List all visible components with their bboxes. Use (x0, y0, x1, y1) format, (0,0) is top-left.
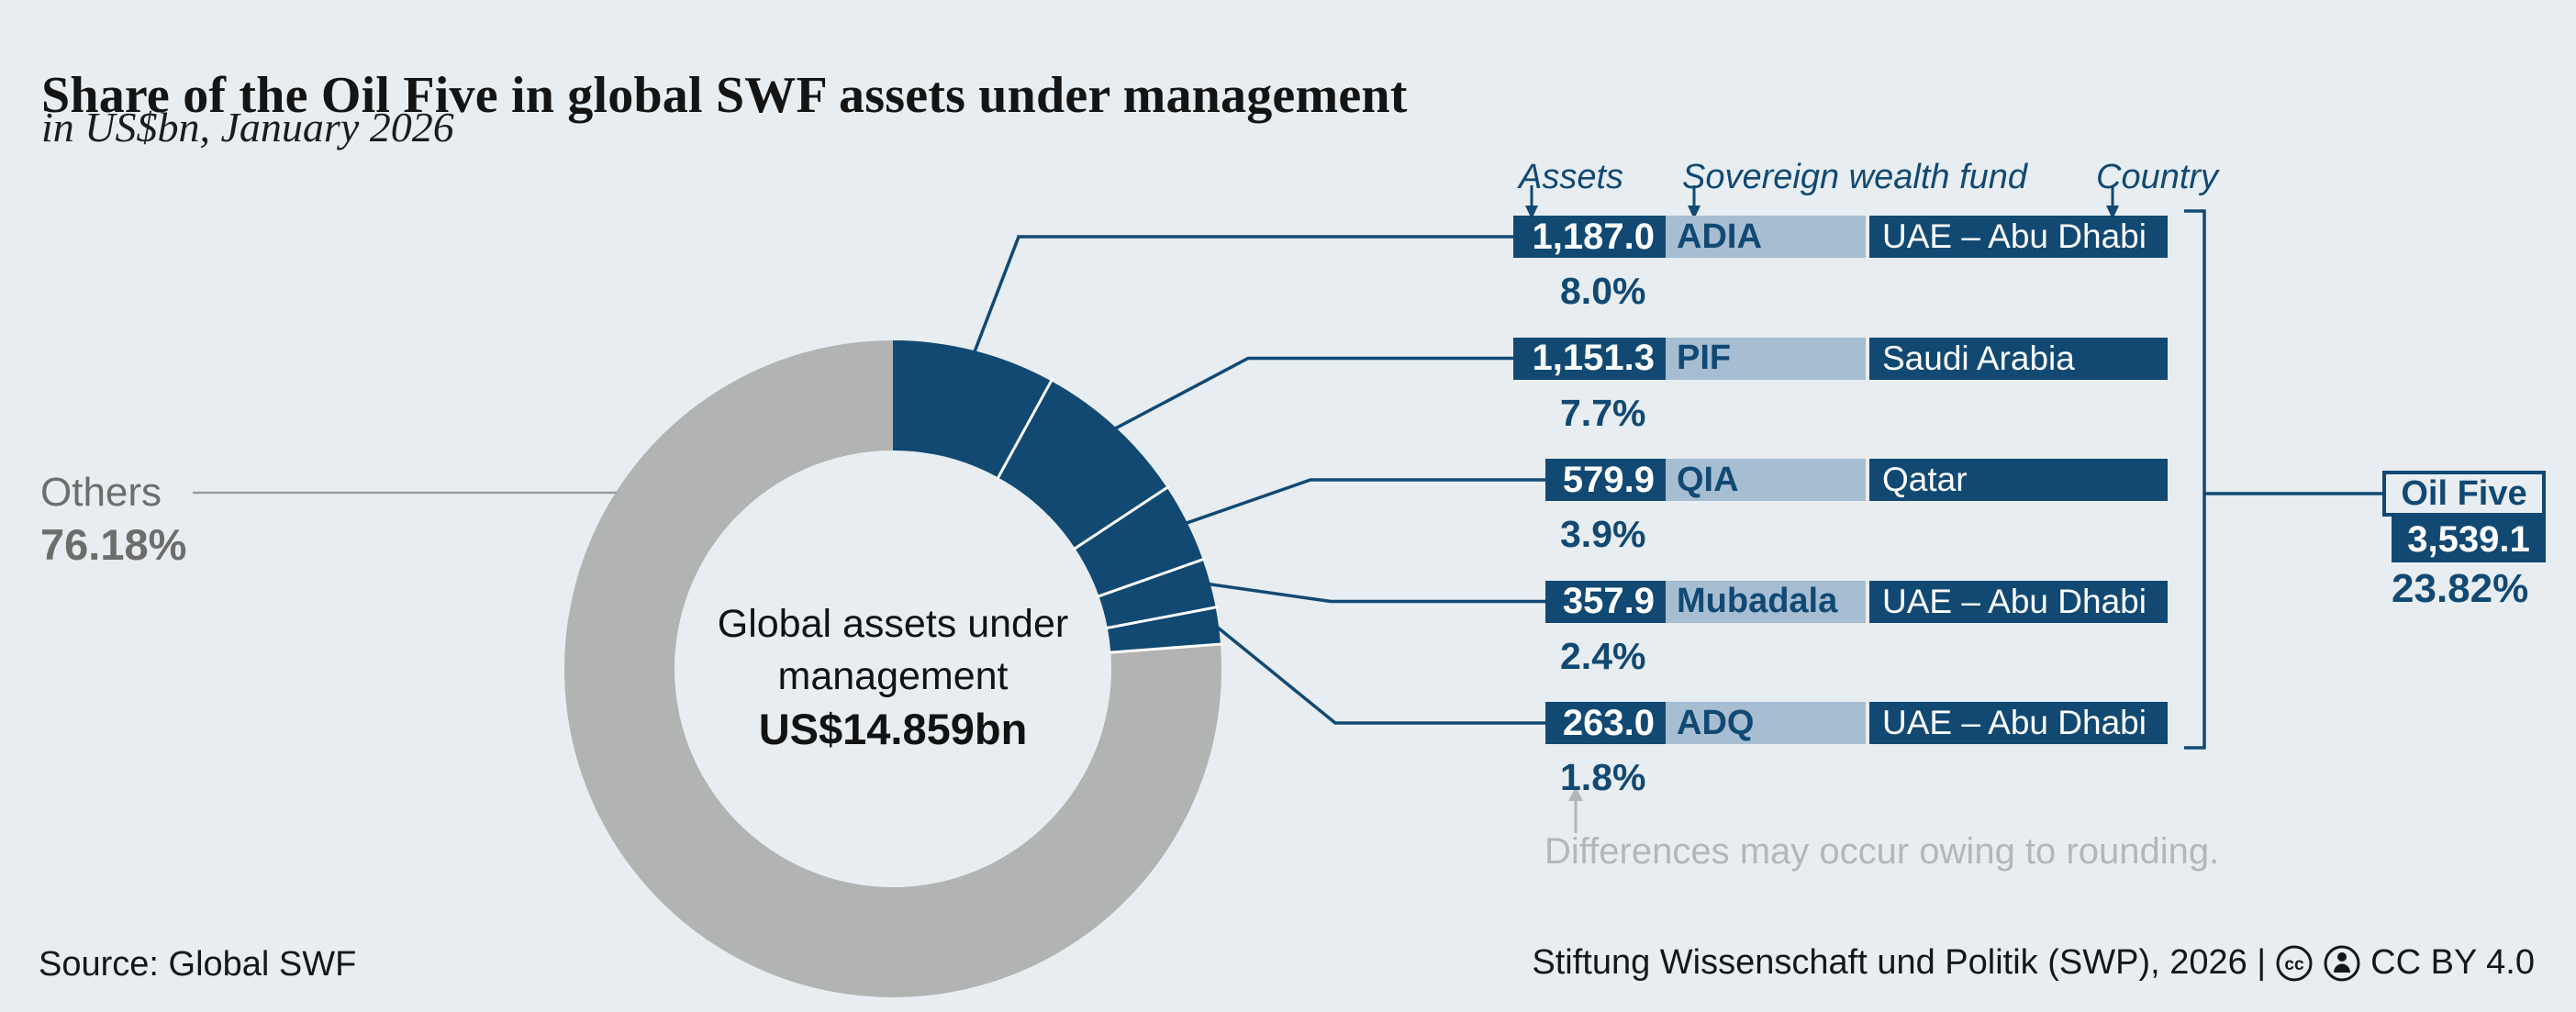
credit-text: Stiftung Wissenschaft und Politik (SWP),… (1532, 943, 2267, 982)
connector-line-qia (1184, 478, 1549, 526)
credit-note: Stiftung Wissenschaft und Politik (SWP),… (1532, 943, 2535, 983)
fund-country: UAE – Abu Dhabi (1869, 702, 2168, 744)
oil-five-share: 23.82% (2392, 566, 2529, 611)
fund-country: Qatar (1869, 459, 2168, 501)
fund-name: ADIA (1666, 216, 1866, 258)
fund-assets-value: 1,187.0 (1513, 216, 1666, 258)
oil-five-label-box: Oil Five (2382, 471, 2546, 517)
fund-country: Saudi Arabia (1869, 337, 2168, 380)
column-header-fund: Sovereign wealth fund (1682, 158, 2028, 196)
oil-five-bracket (2184, 209, 2206, 750)
page-subtitle: in US$bn, January 2026 (41, 104, 454, 150)
connector-line-pif (1112, 356, 1517, 431)
connector-line-adq (1214, 624, 1549, 725)
fund-share: 7.7% (1560, 391, 1646, 434)
oil-five-label: Oil Five (2401, 473, 2527, 513)
fund-country: UAE – Abu Dhabi (1869, 216, 2168, 258)
fund-country: UAE – Abu Dhabi (1869, 580, 2168, 623)
center-label-line1: Global assets under (717, 602, 1069, 646)
center-label-line2: management (777, 654, 1009, 698)
column-header-assets: Assets (1519, 158, 1624, 196)
others-share: 76.18% (40, 520, 187, 569)
fund-share: 2.4% (1560, 634, 1646, 677)
fund-share: 8.0% (1560, 270, 1646, 312)
source-note: Source: Global SWF (39, 945, 357, 984)
fund-share: 3.9% (1560, 513, 1646, 555)
slice-separator (996, 377, 1054, 480)
fund-name: QIA (1666, 459, 1866, 501)
fund-assets-value: 579.9 (1545, 459, 1666, 501)
column-header-country: Country (2096, 158, 2219, 196)
others-label: Others (40, 470, 162, 515)
donut-slice-adia (893, 340, 1052, 478)
oil-five-total-assets: 3,539.1 (2392, 517, 2546, 562)
license-text: CC BY 4.0 (2370, 943, 2535, 982)
slice-separator (1097, 557, 1206, 598)
fund-assets-value: 357.9 (1545, 580, 1666, 623)
rounding-note: Differences may occur owing to rounding. (1544, 831, 2220, 872)
page-title: Share of the Oil Five in global SWF asse… (41, 66, 1408, 124)
attribution-person-icon (2324, 945, 2360, 981)
connector-line-mubadala (1207, 582, 1549, 604)
donut-slice-qia (1075, 487, 1203, 596)
donut-slice-pif (998, 381, 1167, 549)
center-label-total: US$14.859bn (758, 705, 1028, 753)
cc-icon: cc (2276, 945, 2313, 981)
svg-text:cc: cc (2285, 955, 2305, 974)
fund-name: PIF (1666, 337, 1866, 380)
fund-assets-value: 1,151.3 (1513, 337, 1666, 380)
fund-assets-value: 263.0 (1545, 702, 1666, 744)
donut-center-label: Global assets under management US$14.859… (618, 598, 1168, 755)
slice-separator (1073, 484, 1170, 551)
fund-share: 1.8% (1560, 756, 1646, 798)
connector-line-adia (972, 235, 1517, 354)
fund-name: Mubadala (1666, 580, 1866, 623)
fund-name: ADQ (1666, 702, 1866, 744)
